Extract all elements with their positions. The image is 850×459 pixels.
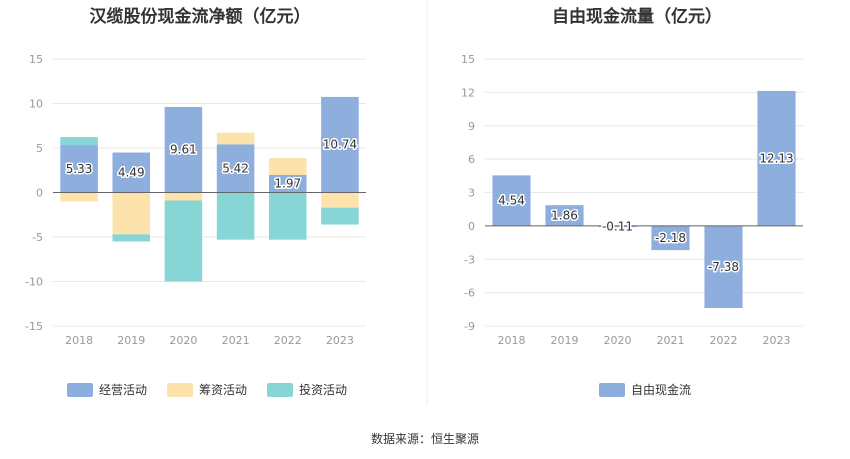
free-cash-flow-chart: 自由现金流量（亿元） 15 12 9 6 3 0 -3 -6 -9 2018 2019 2020 202… (461, 6, 803, 397)
x-tick-label: 2022 (710, 334, 738, 347)
bar-2 (60, 192, 98, 202)
data-label: 5.33 (66, 162, 93, 176)
bar-1 (268, 174, 307, 193)
y-tick-label: 0 (36, 187, 43, 200)
data-label: -2.18 (655, 231, 686, 245)
x-tick-label: 2018 (498, 334, 526, 347)
x-tick-label: 2020 (604, 334, 632, 347)
legend-swatch-1 (67, 383, 93, 397)
y-tick-label: 15 (29, 53, 43, 66)
right-chart-title: 自由现金流量（亿元） (552, 6, 722, 27)
bar-3 (321, 207, 359, 225)
y-tick-label: 12 (461, 86, 475, 99)
y-tick-label: -6 (464, 287, 475, 300)
bar-1 (757, 90, 796, 226)
x-tick-label: 2019 (117, 334, 145, 347)
y-tick-label: -3 (464, 253, 475, 266)
y-tick-label: 15 (461, 53, 475, 66)
bar-1 (598, 225, 637, 228)
bar-3 (164, 200, 203, 282)
y-tick-label: 0 (468, 220, 475, 233)
left-chart-title: 汉缆股份现金流净额（亿元） (90, 6, 311, 27)
bar-2 (268, 158, 307, 175)
cash-flow-chart: 汉缆股份现金流净额（亿元） 15 10 5 0 -5 -10 -15 2018 2019 2020… (25, 6, 366, 397)
data-label: -7.38 (708, 260, 739, 274)
bar-1 (545, 205, 584, 226)
y-tick-label: 9 (468, 120, 475, 133)
bar-1 (704, 225, 743, 308)
data-label: 4.49 (118, 166, 145, 180)
legend-swatch-2 (167, 383, 193, 397)
bar-1 (112, 152, 151, 193)
x-tick-label: 2019 (551, 334, 579, 347)
y-tick-label: -9 (464, 320, 475, 333)
legend-label-1: 自由现金流 (631, 382, 691, 397)
x-tick-label: 2018 (65, 334, 93, 347)
bar-1 (321, 96, 359, 193)
legend-swatch-1 (599, 383, 625, 397)
legend-label-2: 筹资活动 (199, 383, 247, 397)
bar-3 (112, 234, 151, 242)
bar-2 (112, 192, 151, 235)
data-label: 1.86 (551, 209, 578, 223)
bar-2 (164, 192, 203, 201)
data-label: 5.42 (222, 161, 249, 175)
bar-3 (216, 192, 255, 240)
x-tick-label: 2021 (222, 334, 250, 347)
bar-1 (492, 175, 531, 226)
y-tick-label: 10 (29, 98, 43, 111)
y-tick-label: 5 (36, 142, 43, 155)
data-label: 9.61 (170, 143, 197, 157)
bar-3 (268, 192, 307, 240)
x-tick-label: 2020 (169, 334, 197, 347)
legend-label-1: 经营活动 (99, 383, 147, 397)
data-label: 1.97 (274, 177, 301, 191)
data-label: -0.11 (602, 219, 633, 233)
bar-1 (60, 145, 98, 193)
legend-swatch-3 (267, 383, 293, 397)
x-tick-label: 2023 (326, 334, 354, 347)
bar-2 (321, 192, 359, 208)
bar-2 (216, 132, 255, 145)
data-label: 12.13 (759, 151, 793, 165)
data-label: 10.74 (323, 138, 357, 152)
data-label: 4.54 (498, 194, 525, 208)
bar-1 (164, 106, 203, 193)
y-tick-label: -10 (25, 276, 43, 289)
source-label: 数据来源：恒生聚源 (371, 431, 479, 446)
x-tick-label: 2022 (274, 334, 302, 347)
x-tick-label: 2023 (763, 334, 791, 347)
y-tick-label: -15 (25, 320, 43, 333)
y-tick-label: 6 (468, 153, 475, 166)
bar-1 (651, 225, 690, 251)
legend-label-3: 投资活动 (299, 382, 347, 397)
y-tick-label: 3 (468, 187, 475, 200)
x-tick-label: 2021 (657, 334, 685, 347)
bar-3 (60, 137, 98, 146)
bar-1 (216, 144, 255, 193)
y-tick-label: -5 (32, 231, 43, 244)
